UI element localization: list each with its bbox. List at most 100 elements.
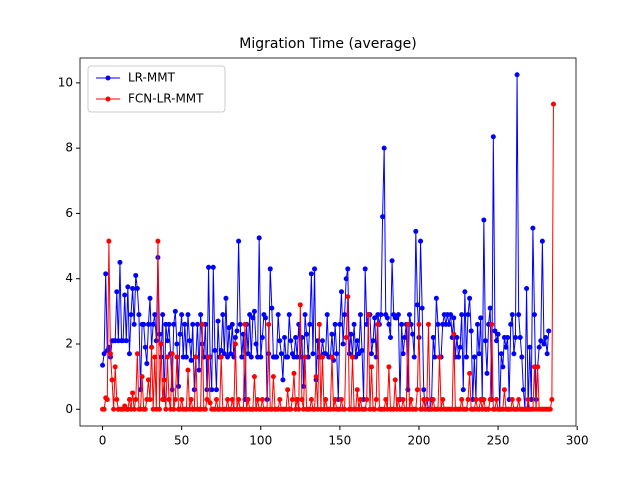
point [514,72,520,78]
point [478,315,484,321]
point [414,387,420,393]
point [332,396,338,402]
point [232,341,238,347]
point [125,284,131,290]
point [248,354,254,360]
point [490,134,496,140]
point [174,354,180,360]
point [457,344,463,350]
point [509,396,515,402]
point [142,406,148,412]
point [117,259,123,265]
point [266,351,272,357]
point [188,396,194,402]
point [155,238,161,244]
point [131,406,137,412]
point [410,331,416,337]
point [372,406,378,412]
point [413,406,419,412]
point [425,321,431,327]
point [517,334,523,340]
point [362,266,368,272]
point [212,348,218,354]
point [500,364,506,370]
point [432,354,438,360]
point [307,321,313,327]
point [256,235,262,241]
point [422,406,428,412]
point [381,145,387,151]
point [194,321,200,327]
point [210,264,216,270]
point [538,338,544,344]
point [313,374,319,380]
point [343,334,349,340]
point [329,354,335,360]
point [329,331,335,337]
point [400,351,406,357]
point [530,225,536,231]
point [247,312,253,318]
point [463,406,469,412]
point [418,238,424,244]
point [362,406,368,412]
point [144,361,150,367]
point [402,334,408,340]
point [193,354,199,360]
point [221,351,227,357]
point [465,312,471,318]
point [413,228,419,234]
point [157,331,163,337]
point [103,271,109,277]
point [207,400,213,406]
point [316,321,322,327]
point [171,321,177,327]
point [433,295,439,301]
point [451,315,457,321]
point [190,321,196,327]
point [509,312,515,318]
point [128,312,134,318]
point [101,406,107,412]
point [218,354,224,360]
legend-label: FCN-LR-MMT [128,92,204,106]
point [131,321,137,327]
point [430,334,436,340]
point [175,383,181,389]
point [106,238,112,244]
point [392,377,398,383]
legend-marker [105,96,111,102]
point [179,396,185,402]
point [375,321,381,327]
point [411,354,417,360]
point [133,396,139,402]
point [232,334,238,340]
point [481,217,487,223]
point [435,321,441,327]
point [202,406,208,412]
point [302,312,308,318]
point [289,396,295,402]
point [152,312,158,318]
point [259,396,265,402]
point [448,312,454,318]
point [414,302,420,308]
point [253,341,259,347]
point [177,331,183,337]
point [332,321,338,327]
point [104,396,110,402]
point [524,286,530,292]
point [179,312,185,318]
point [114,289,120,295]
point [319,354,325,360]
point [285,387,291,393]
point [223,295,229,301]
point [357,312,363,318]
point [373,396,379,402]
point [158,341,164,347]
point [152,354,158,360]
point [471,354,477,360]
point [199,321,205,327]
point [242,321,248,327]
point [185,312,191,318]
